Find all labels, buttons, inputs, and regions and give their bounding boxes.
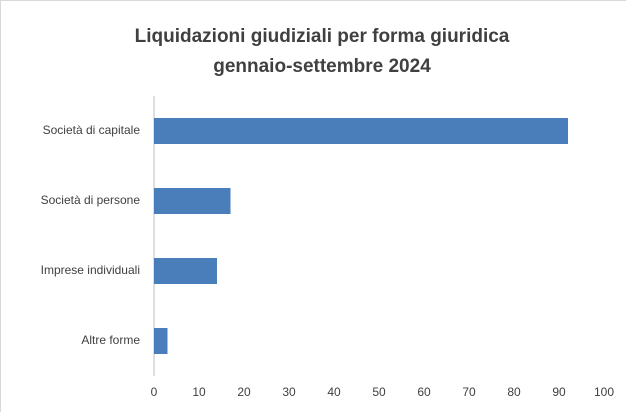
x-tick-label: 80	[507, 385, 521, 399]
y-tick-label: Altre forme	[81, 333, 140, 347]
chart-title: Liquidazioni giudiziali per forma giurid…	[135, 26, 510, 47]
bar	[154, 188, 231, 214]
x-tick-label: 50	[372, 385, 386, 399]
y-tick-label: Imprese individuali	[41, 263, 140, 277]
x-tick-label: 30	[282, 385, 296, 399]
x-tick-label: 60	[417, 385, 431, 399]
x-tick-label: 70	[462, 385, 476, 399]
bar	[154, 328, 168, 354]
x-tick-label: 40	[327, 385, 341, 399]
chart-subtitle: gennaio-settembre 2024	[213, 56, 431, 77]
x-tick-label: 20	[237, 385, 251, 399]
y-tick-label: Società di capitale	[43, 123, 141, 137]
bar	[154, 258, 217, 284]
x-tick-label: 90	[552, 385, 566, 399]
x-tick-label: 100	[594, 385, 614, 399]
x-tick-label: 0	[151, 385, 158, 399]
bar	[154, 118, 568, 144]
y-tick-label: Società di persone	[41, 193, 141, 207]
x-tick-label: 10	[192, 385, 206, 399]
